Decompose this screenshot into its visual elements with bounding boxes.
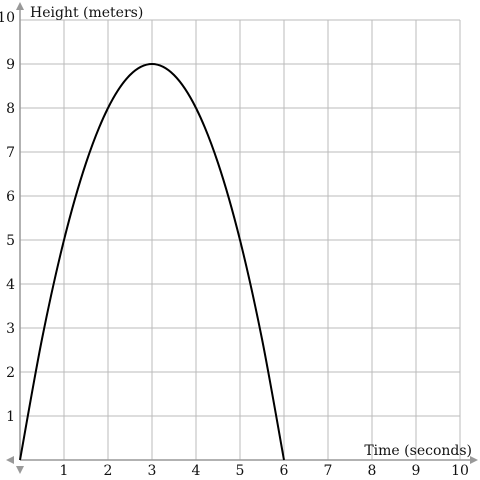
x-tick-label: 10	[451, 463, 469, 479]
axes	[6, 2, 478, 474]
y-tick-label: 5	[6, 233, 15, 249]
y-axis-title: Height (meters)	[30, 5, 143, 21]
series-line	[19, 62, 285, 461]
x-tick-label: 6	[280, 463, 289, 479]
grid	[20, 19, 461, 460]
x-tick-label: 8	[368, 463, 377, 479]
y-axis-arrow-down	[16, 466, 24, 474]
x-axis-arrow	[470, 456, 478, 464]
x-tick-label: 1	[60, 463, 69, 479]
y-tick-label: 7	[6, 145, 15, 161]
y-tick-label: 4	[6, 277, 15, 293]
y-tick-label: 2	[6, 365, 15, 381]
x-tick-label: 9	[412, 463, 421, 479]
y-tick-label: 8	[6, 101, 15, 117]
x-axis-title: Time (seconds)	[364, 443, 472, 459]
x-tick-label: 7	[324, 463, 333, 479]
y-tick-label: 6	[6, 189, 15, 205]
x-tick-label: 5	[236, 463, 245, 479]
y-axis-arrow	[16, 2, 24, 10]
y-tick-label: 9	[6, 57, 15, 73]
x-tick-label: 4	[192, 463, 201, 479]
y-tick-label: 10	[0, 10, 15, 26]
x-tick-label: 2	[104, 463, 113, 479]
tick-labels: 1 2 3 4 5 6 7 8 9 10 1 2 3 4 5 6 7 8 9 10	[0, 10, 469, 479]
x-tick-label: 3	[148, 463, 157, 479]
plot-area	[19, 62, 285, 461]
y-tick-label: 1	[6, 409, 15, 425]
x-axis-arrow-left	[6, 456, 14, 464]
y-tick-label: 3	[6, 321, 15, 337]
